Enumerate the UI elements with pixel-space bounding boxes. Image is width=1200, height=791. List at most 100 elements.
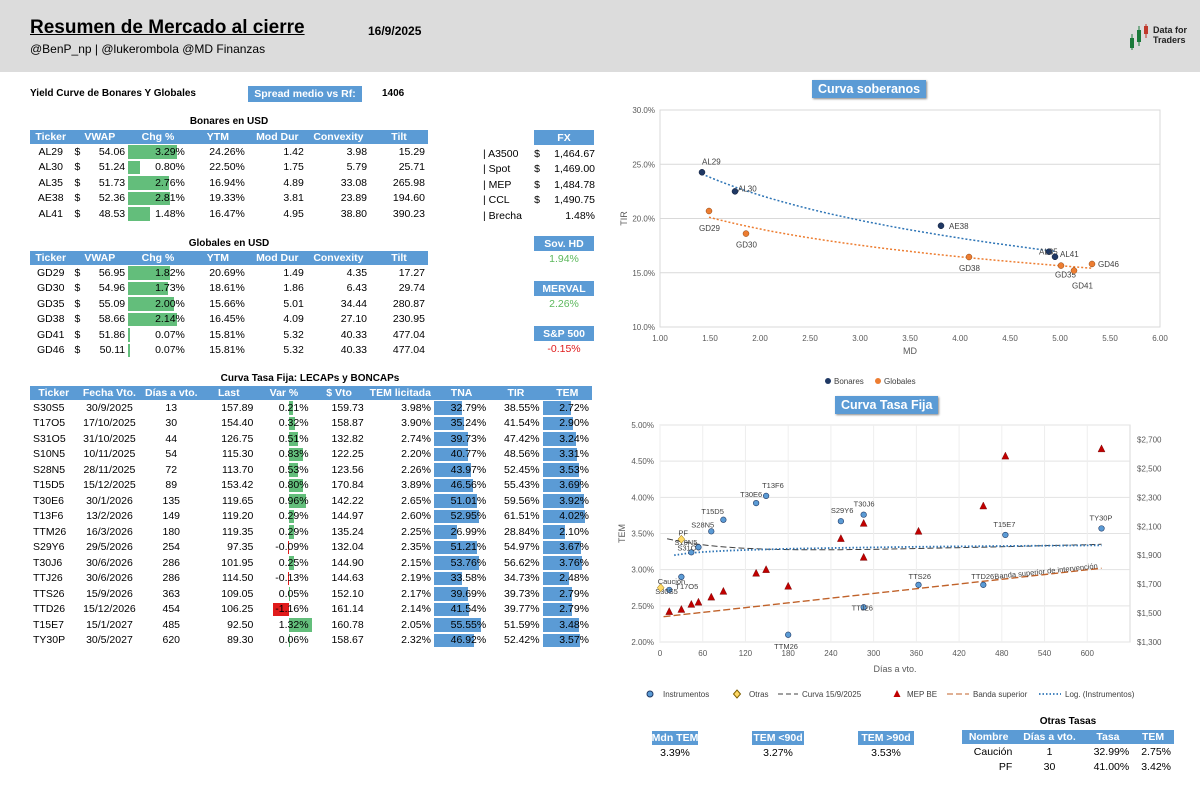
tna-bar — [433, 509, 479, 523]
chg-bar — [128, 160, 141, 174]
ytm: 15.81% — [209, 344, 245, 357]
table-row: TTJ26 30/6/2026 286 114.50 -0.13% 144.63 2.19%… — [30, 571, 592, 587]
ticker: GD29 — [37, 266, 65, 279]
fecha-vto: 30/6/2026 — [86, 572, 133, 585]
fx-name: | MEP — [483, 178, 512, 191]
dias-vto: 485 — [162, 618, 181, 631]
tna-bar — [433, 556, 480, 570]
table-row: GD30 $54.96 1.73% 18.61% 1.86 6.43 29.74 — [30, 281, 428, 297]
fx-currency: $ — [534, 147, 540, 160]
tem-bar — [542, 478, 582, 492]
ticker: T15E7 — [33, 618, 64, 631]
last: 119.65 — [222, 494, 254, 507]
y2-tick-label: $1,700 — [1137, 580, 1162, 589]
tna-bar — [433, 525, 457, 539]
tem: 4.02% — [542, 509, 592, 525]
convexity: 34.44 — [340, 297, 368, 310]
var-text: 0.25% — [278, 556, 309, 569]
var: 0.51% — [256, 431, 311, 447]
tna-text: 53.76% — [450, 556, 487, 569]
tem-licitada: 2.05% — [401, 618, 431, 631]
y2-tick-label: $2,700 — [1137, 435, 1162, 444]
point-label: PF — [678, 528, 688, 537]
ticker: S30S5 — [33, 401, 65, 414]
var: 0.25% — [256, 555, 311, 571]
tem-bar — [542, 447, 578, 461]
x-axis-label: MD — [903, 346, 917, 356]
chg-text: 2.14% — [155, 313, 185, 326]
tem-licitada: 2.15% — [401, 556, 431, 569]
point-label: T15D5 — [701, 507, 724, 516]
point-label: AL35 — [1039, 248, 1058, 257]
mod-dur: 4.95 — [283, 207, 304, 220]
y-axis-label: TIR — [619, 211, 629, 226]
sp500-value: -0.15% — [547, 343, 581, 355]
point-label: TY30P — [1090, 513, 1113, 522]
tna-text: 51.01% — [450, 494, 487, 507]
table-row: T15E7 15/1/2027 485 92.50 1.32% 160.78 2.05% 55… — [30, 617, 592, 633]
x-tick-label: 1.00 — [652, 334, 668, 343]
x-tick-label: 2.50 — [802, 334, 818, 343]
ytm: 20.69% — [209, 266, 245, 279]
tem: 3.76% — [542, 555, 592, 571]
col-moddur: Mod Dur — [247, 251, 307, 265]
tna-text: 39.69% — [450, 587, 487, 600]
var: 0.06% — [256, 633, 311, 649]
mep-be-marker — [979, 501, 988, 510]
chg-bar — [128, 176, 170, 190]
table-row: T17O5 17/10/2025 30 154.40 0.32% 158.87 3.90% 3… — [30, 416, 592, 432]
tasa: 32.99% — [1093, 745, 1130, 758]
table-row: S10N5 10/11/2025 54 115.30 0.83% 122.25 2.20% 4… — [30, 447, 592, 463]
mep-be-marker — [762, 565, 770, 573]
monto-vto: 160.78 — [331, 618, 364, 631]
otras-tasas-table: Nombre Días a vto. Tasa TEM Caución 1 32.99% 2.… — [962, 730, 1174, 775]
currency: $ — [74, 207, 81, 220]
last: 89.30 — [227, 634, 254, 647]
instrumento-ty30p — [1098, 525, 1105, 532]
legend-banda: Banda superior — [973, 690, 1028, 699]
ticker: GD38 — [37, 313, 65, 326]
x-tick-label: 0 — [658, 649, 663, 658]
point-label: GD35 — [1055, 271, 1076, 280]
monto-vto: 158.67 — [331, 634, 364, 647]
tem-licitada: 2.65% — [401, 494, 431, 507]
ticker: AL30 — [38, 161, 63, 174]
tem: 2.10% — [542, 524, 592, 540]
y2-tick-label: $2,300 — [1137, 493, 1162, 502]
point-gd30 — [742, 230, 750, 237]
dias-vto: 30 — [165, 417, 178, 430]
x-tick-label: 540 — [1038, 649, 1052, 658]
point-gd35 — [1057, 262, 1065, 269]
convexity: 40.33 — [340, 328, 368, 341]
tir: 39.77% — [504, 603, 540, 616]
ticker: GD35 — [37, 297, 65, 310]
vwap: 48.53 — [98, 207, 126, 220]
tir: 56.62% — [504, 556, 540, 569]
var-bar — [289, 525, 295, 539]
tna-bar — [433, 432, 468, 446]
chg-bar — [128, 297, 174, 311]
fecha-vto: 30/6/2026 — [86, 556, 133, 569]
sov-hd-value: 1.94% — [549, 253, 579, 265]
mep-be-marker — [859, 552, 868, 561]
col-chg: Chg % — [128, 251, 188, 265]
instrumento-t13f6 — [763, 492, 770, 499]
ticker: AL35 — [38, 176, 63, 189]
tir: 54.97% — [504, 541, 540, 554]
curva-tasa-fija-chart: 2.00% 2.50% 3.00% 3.50% 4.00% 4.50% 5.00% $1,30… — [617, 421, 1162, 699]
x-tick-label: 5.50 — [1102, 334, 1118, 343]
fx-row: | Spot $1,469.00 — [480, 162, 598, 178]
monto-vto: 135.24 — [331, 525, 364, 538]
var-text: 0.51% — [278, 432, 309, 445]
tna-text: 35.24% — [450, 417, 487, 430]
ticker: TTD26 — [33, 603, 66, 616]
ticker: S29Y6 — [33, 541, 65, 554]
chg: 2.14% — [128, 312, 188, 328]
banda-superior-line — [663, 567, 1102, 618]
col-fechavto: Fecha Vto. — [77, 386, 142, 400]
y-tick-label: 15.0% — [632, 269, 655, 278]
ticker: AL29 — [38, 145, 63, 158]
currency: $ — [74, 344, 81, 357]
x-tick-label: 60 — [698, 649, 707, 658]
tem-licitada: 2.19% — [401, 572, 431, 585]
